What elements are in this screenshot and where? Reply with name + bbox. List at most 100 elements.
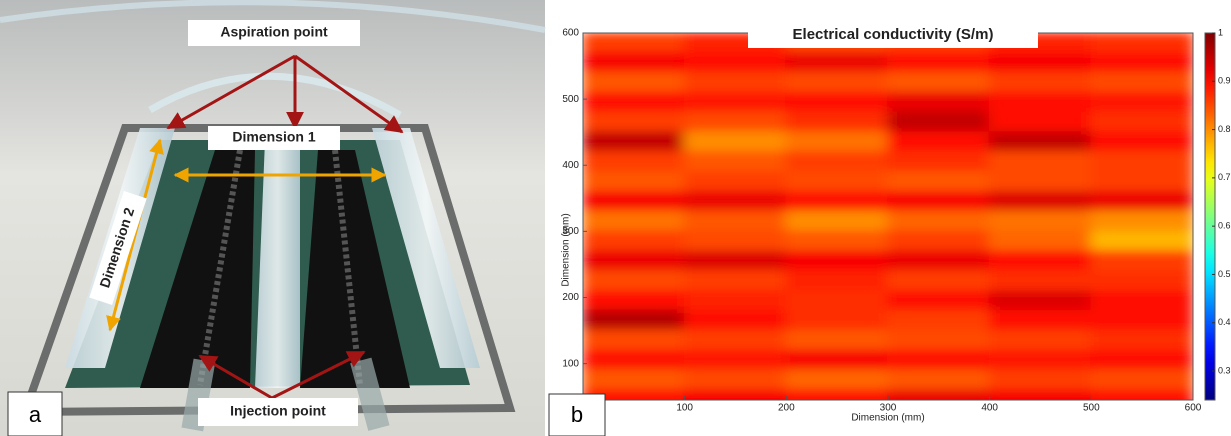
heat-cell bbox=[683, 369, 788, 392]
heat-cell bbox=[1090, 131, 1193, 154]
heat-cell bbox=[887, 349, 991, 372]
colorbar-tick-label: 0.8 bbox=[1218, 124, 1231, 134]
heat-cell bbox=[785, 329, 889, 352]
heat-cell bbox=[1090, 151, 1193, 173]
heat-cell bbox=[887, 289, 991, 312]
heat-cell bbox=[683, 131, 788, 154]
heat-cell bbox=[988, 51, 1093, 74]
heat-cell bbox=[887, 250, 991, 273]
y-axis-label: Dimension (mm) bbox=[561, 213, 572, 286]
y-tick-label: 200 bbox=[562, 292, 579, 303]
panel-box bbox=[7, 391, 63, 436]
heat-cell bbox=[583, 270, 686, 292]
heat-cell bbox=[887, 329, 991, 352]
heat-cell bbox=[988, 71, 1093, 94]
x-tick-label: 100 bbox=[676, 403, 693, 414]
heat-cell bbox=[583, 230, 686, 253]
colorbar-tick-label: 1 bbox=[1218, 27, 1223, 37]
annotation: Dimension 1 bbox=[232, 129, 315, 145]
heat-cell bbox=[887, 270, 991, 292]
heat-cell bbox=[583, 369, 686, 392]
heat-cell bbox=[887, 389, 991, 400]
y-tick-label: 500 bbox=[562, 94, 579, 105]
heat-cell bbox=[583, 51, 686, 74]
heat-cell bbox=[785, 51, 889, 74]
annotation: Aspiration point bbox=[220, 24, 328, 40]
heat-cell bbox=[785, 190, 889, 213]
x-tick-label: 200 bbox=[778, 403, 795, 414]
heat-cell bbox=[683, 270, 788, 292]
heat-cell bbox=[785, 309, 889, 332]
heat-cell bbox=[583, 33, 686, 54]
heat-cell bbox=[988, 151, 1093, 173]
heat-cell bbox=[988, 329, 1093, 352]
heat-cell bbox=[1090, 210, 1193, 233]
heat-cell bbox=[988, 349, 1093, 372]
colorbar-tick-label: 0.4 bbox=[1218, 317, 1231, 327]
heat-cell bbox=[683, 389, 788, 400]
heat-cell bbox=[683, 151, 788, 173]
heat-cell bbox=[1090, 230, 1193, 253]
panel-label: a bbox=[29, 402, 42, 427]
heat-cell bbox=[583, 389, 686, 400]
heat-cell bbox=[988, 111, 1093, 134]
colorbar-tick-label: 0.6 bbox=[1218, 221, 1231, 231]
colorbar-scale bbox=[1204, 32, 1216, 401]
heat-cell bbox=[1090, 289, 1193, 312]
heat-cell bbox=[988, 289, 1093, 312]
heat-cell bbox=[785, 349, 889, 372]
heat-cell bbox=[785, 210, 889, 233]
heat-cell bbox=[683, 230, 788, 253]
heat-cell bbox=[785, 151, 889, 173]
heat-cell bbox=[583, 170, 686, 193]
heat-cell bbox=[988, 190, 1093, 213]
heat-cell bbox=[1090, 250, 1193, 273]
heat-cell bbox=[1090, 309, 1193, 332]
heat-cell bbox=[1090, 349, 1193, 372]
heat-cell bbox=[583, 309, 686, 332]
heat-cell bbox=[887, 309, 991, 332]
x-tick-label: 600 bbox=[1185, 403, 1202, 414]
heat-cell bbox=[887, 210, 991, 233]
heat-cell bbox=[683, 309, 788, 332]
y-tick-label: 400 bbox=[562, 160, 579, 171]
heat-cell bbox=[683, 91, 788, 114]
heat-cell bbox=[583, 151, 686, 173]
heat-cell bbox=[683, 349, 788, 372]
heat-cell bbox=[988, 230, 1093, 253]
heat-cell bbox=[683, 210, 788, 233]
colorbar-tick-label: 0.7 bbox=[1218, 172, 1231, 182]
heat-cell bbox=[988, 270, 1093, 292]
heat-cell bbox=[1090, 329, 1193, 352]
heat-cell bbox=[988, 210, 1093, 233]
heat-cell bbox=[1090, 369, 1193, 392]
heat-cell bbox=[1090, 71, 1193, 94]
heat-cell bbox=[583, 349, 686, 372]
heat-cell bbox=[785, 111, 889, 134]
y-tick-label: 300 bbox=[562, 226, 579, 237]
heat-cell bbox=[887, 51, 991, 74]
heat-cell bbox=[583, 131, 686, 154]
heat-cell bbox=[785, 71, 889, 94]
heat-cell bbox=[785, 389, 889, 400]
heat-cell bbox=[887, 190, 991, 213]
heat-cell bbox=[583, 111, 686, 134]
heat-cell bbox=[988, 309, 1093, 332]
panel-label: b bbox=[571, 402, 583, 427]
x-axis-label: Dimension (mm) bbox=[851, 413, 924, 424]
heat-cell bbox=[683, 111, 788, 134]
heat-cell bbox=[988, 389, 1093, 400]
heat-cell bbox=[583, 91, 686, 114]
heat-cell bbox=[887, 91, 991, 114]
heat-cell bbox=[583, 190, 686, 213]
heat-cell bbox=[887, 151, 991, 173]
heat-cell bbox=[785, 131, 889, 154]
colorbar-tick-label: 0.9 bbox=[1218, 76, 1231, 86]
colorbar-tick-label: 0.3 bbox=[1218, 365, 1231, 375]
annotation: Injection point bbox=[230, 403, 326, 419]
heat-cell bbox=[683, 289, 788, 312]
heat-cell bbox=[683, 190, 788, 213]
colorbar-tick-label: 0.5 bbox=[1218, 269, 1231, 279]
heat-cell bbox=[887, 131, 991, 154]
